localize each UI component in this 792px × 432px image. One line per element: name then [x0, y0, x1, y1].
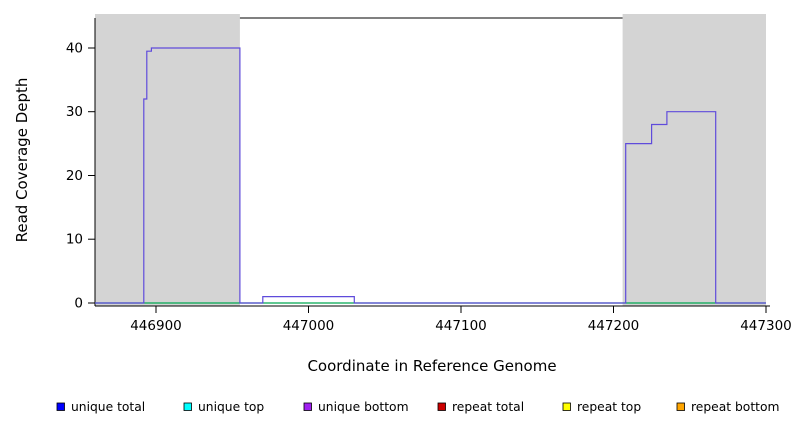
y-tick-label: 40: [66, 41, 83, 57]
x-tick-label: 447300: [740, 318, 792, 334]
y-tick-label: 30: [66, 104, 83, 120]
x-tick-label: 447000: [283, 318, 335, 334]
legend-swatch-unique-bottom: [303, 402, 312, 411]
x-tick-label: 447200: [588, 318, 640, 334]
y-tick-label: 20: [66, 168, 83, 184]
x-tick-label: 446900: [130, 318, 182, 334]
legend-swatch-unique-top: [183, 402, 192, 411]
legend-swatch-repeat-bottom: [676, 402, 685, 411]
y-tick-label: 0: [74, 296, 83, 312]
x-axis-title: Coordinate in Reference Genome: [307, 357, 556, 375]
legend-label-unique-bottom: unique bottom: [318, 400, 409, 414]
shaded-region-left: [95, 14, 240, 306]
shaded-region-right: [622, 14, 766, 306]
y-axis-title: Read Coverage Depth: [13, 78, 31, 243]
legend-swatch-repeat-total: [437, 402, 446, 411]
legend-swatch-repeat-top: [562, 402, 571, 411]
legend-label-repeat-bottom: repeat bottom: [691, 400, 779, 414]
legend-label-unique-total: unique total: [71, 400, 145, 414]
series-unique-coverage: [95, 47, 766, 304]
legend-label-repeat-top: repeat top: [577, 400, 641, 414]
legend-label-repeat-total: repeat total: [452, 400, 524, 414]
y-tick-label: 10: [66, 232, 83, 248]
x-tick-label: 447100: [435, 318, 487, 334]
legend-label-unique-top: unique top: [198, 400, 264, 414]
legend-swatch-unique-total: [56, 402, 65, 411]
